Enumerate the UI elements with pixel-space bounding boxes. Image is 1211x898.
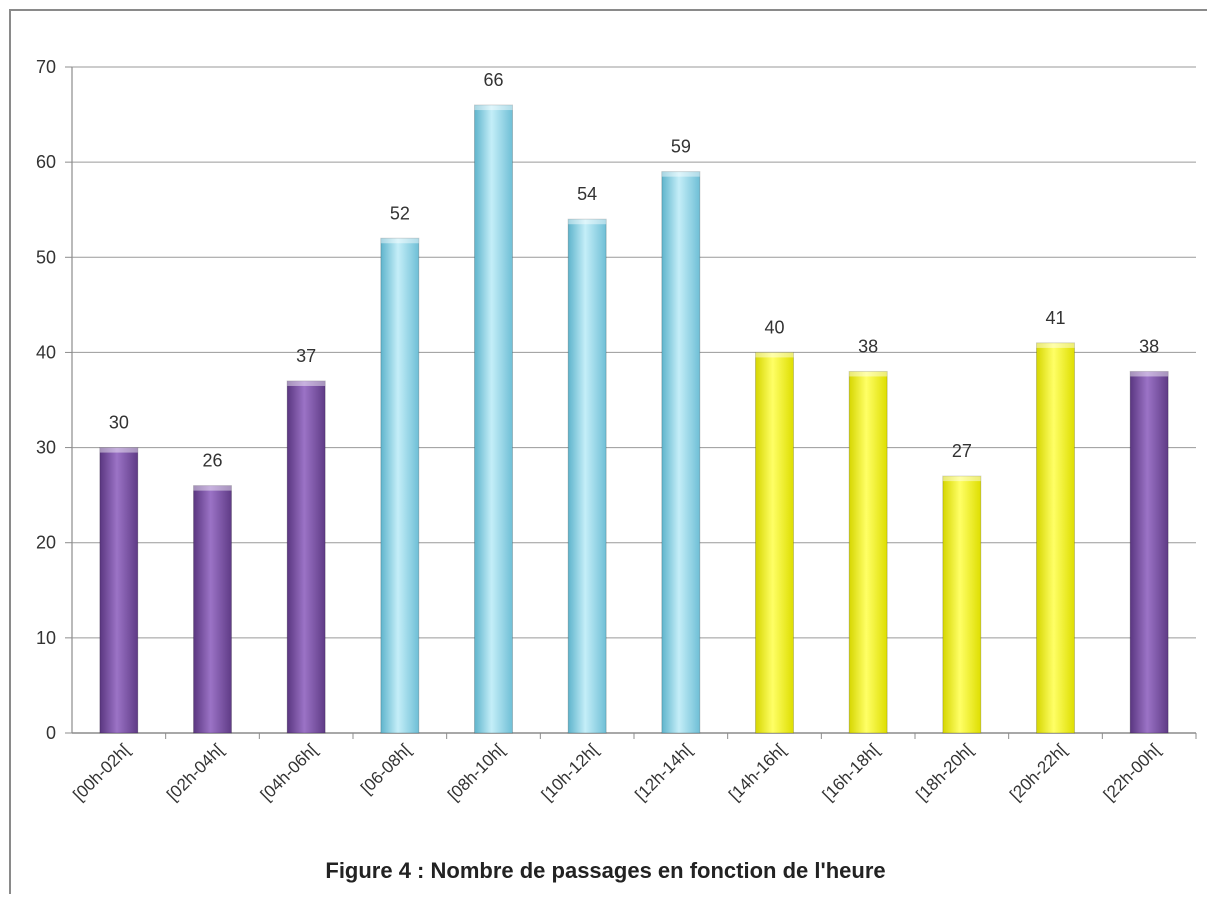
- figure-caption: Figure 4 : Nombre de passages en fonctio…: [325, 858, 886, 883]
- data-label: 40: [764, 317, 784, 337]
- data-label: 41: [1045, 308, 1065, 328]
- x-tick-label: [02h-04h[: [163, 740, 227, 804]
- data-label: 52: [390, 203, 410, 223]
- bar-top-highlight: [1036, 342, 1075, 348]
- bar: [380, 237, 420, 734]
- data-label: 66: [483, 70, 503, 90]
- x-tick-label: [08h-10h[: [444, 740, 508, 804]
- bars: [99, 104, 1169, 734]
- bar: [567, 218, 607, 734]
- bar: [286, 380, 326, 734]
- x-tick-label: [16h-18h[: [819, 740, 883, 804]
- chart-frame: [9, 9, 1207, 894]
- bar-top-highlight: [287, 380, 326, 386]
- y-tick-label: 20: [36, 533, 56, 553]
- bar: [474, 104, 513, 734]
- x-tick-label: [04h-06h[: [257, 740, 321, 804]
- data-label: 26: [202, 451, 222, 471]
- x-tick-label: [12h-14h[: [631, 740, 695, 804]
- data-label: 54: [577, 184, 597, 204]
- x-tick-label: [20h-22h[: [1006, 740, 1070, 804]
- data-label: 38: [858, 336, 878, 356]
- bar: [755, 351, 794, 734]
- bar: [848, 370, 888, 734]
- bar-top-highlight: [849, 371, 888, 377]
- x-axis-ticks: [00h-02h[ [02h-04h[ [04h-06h[ [06-08h[ [08h-…: [69, 733, 1197, 805]
- y-tick-label: 10: [36, 628, 56, 648]
- bar-top-highlight: [474, 105, 513, 111]
- x-tick-label: [14h-16h[: [725, 740, 789, 804]
- bar: [99, 447, 139, 734]
- data-label: 59: [671, 137, 691, 157]
- x-tick-label: [00h-02h[: [69, 740, 133, 804]
- x-tick-label: [06-08h[: [357, 740, 415, 798]
- bar-top-highlight: [568, 219, 607, 225]
- bar-top-highlight: [380, 238, 419, 244]
- x-tick-label: [10h-12h[: [538, 740, 602, 804]
- y-tick-label: 70: [36, 57, 56, 77]
- bar-top-highlight: [1130, 371, 1169, 377]
- bar: [661, 171, 701, 734]
- y-tick-label: 40: [36, 342, 56, 362]
- bar-top-highlight: [99, 447, 138, 453]
- bar: [1129, 370, 1169, 734]
- y-axis-ticks: 0 10 20 30 40 50 60 70: [36, 57, 73, 743]
- gridlines: [72, 66, 1196, 734]
- x-tick-label: [18h-20h[: [912, 740, 976, 804]
- bar: [1036, 342, 1075, 734]
- bar: [193, 485, 232, 734]
- data-labels: 30 26 37 52 66 54 59 40 38 27 41 38: [109, 70, 1159, 471]
- y-tick-label: 50: [36, 247, 56, 267]
- data-label: 27: [952, 441, 972, 461]
- data-label: 37: [296, 346, 316, 366]
- bar-top-highlight: [661, 171, 700, 177]
- bar: [942, 475, 982, 734]
- x-tick-label: [22h-00h[: [1100, 740, 1164, 804]
- bar-top-highlight: [755, 352, 794, 358]
- bar-top-highlight: [942, 476, 981, 482]
- y-tick-label: 60: [36, 152, 56, 172]
- y-tick-label: 0: [46, 723, 56, 743]
- data-label: 38: [1139, 336, 1159, 356]
- bar-top-highlight: [193, 485, 232, 491]
- y-tick-label: 30: [36, 438, 56, 458]
- data-label: 30: [109, 413, 129, 433]
